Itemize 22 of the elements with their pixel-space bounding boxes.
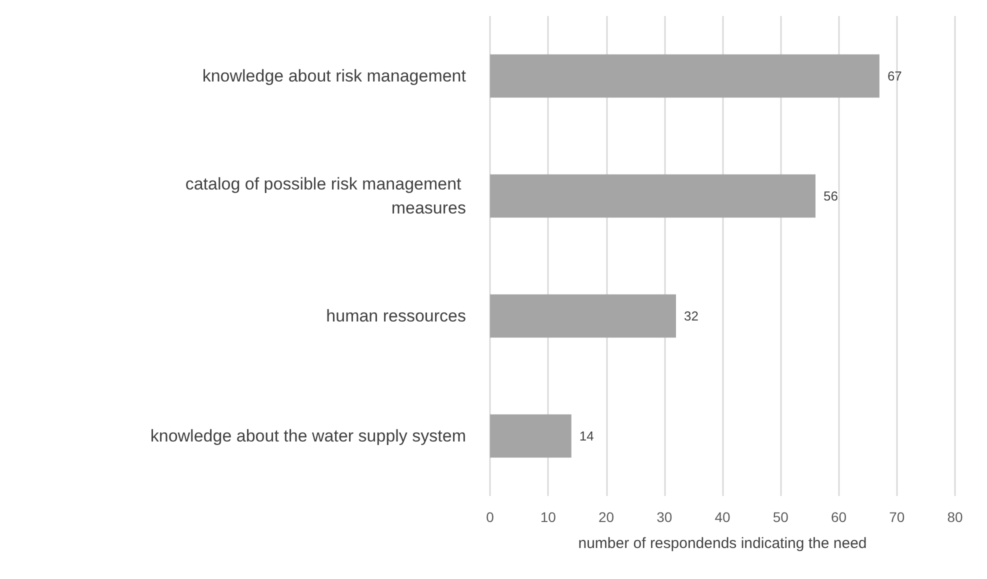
data-label: 67	[887, 68, 902, 84]
data-label: 56	[824, 188, 838, 204]
x-tick-label: 10	[540, 509, 556, 525]
y-tick-label: knowledge about the water supply system	[150, 426, 466, 446]
x-tick-label: 40	[714, 509, 730, 525]
data-label: 14	[579, 428, 594, 444]
x-tick-label: 70	[889, 509, 905, 525]
y-tick-label: knowledge about risk management	[202, 66, 466, 86]
y-tick-label: human ressources	[326, 306, 466, 326]
bar	[490, 414, 572, 458]
x-tick-label: 60	[830, 509, 847, 525]
data-label: 32	[684, 308, 698, 324]
x-tick-label: 20	[598, 509, 614, 525]
x-tick-label: 50	[772, 509, 789, 525]
bar	[490, 294, 676, 338]
y-tick-label: catalog of possible risk management measures	[185, 174, 466, 218]
bar	[490, 54, 880, 98]
x-tick-label: 0	[486, 509, 494, 525]
x-tick-label: 30	[656, 509, 672, 525]
x-tick-label: 80	[947, 509, 963, 525]
x-axis-title: number of respondends indicating the need	[578, 535, 867, 552]
bar	[490, 174, 816, 218]
